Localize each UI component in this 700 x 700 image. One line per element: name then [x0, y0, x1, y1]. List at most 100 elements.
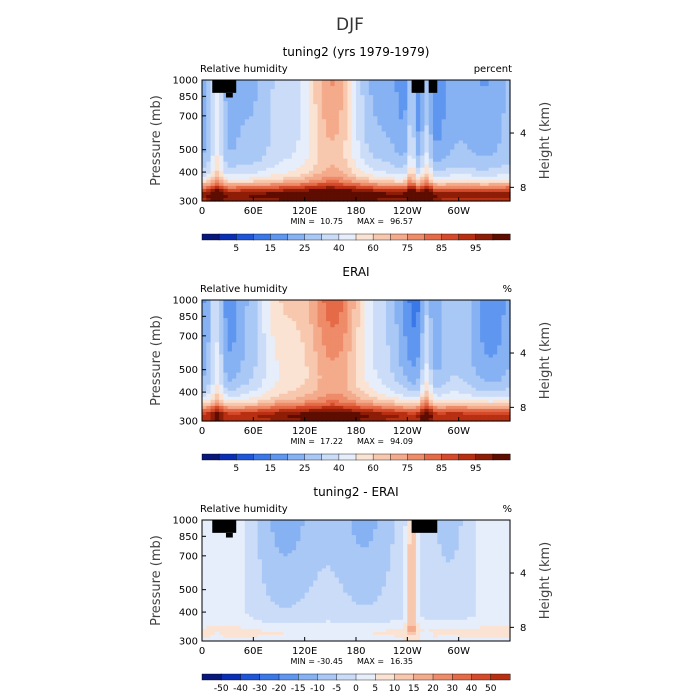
heatmap-cell: [240, 318, 246, 322]
heatmap-cell: [317, 113, 323, 117]
heatmap-cell: [488, 188, 494, 193]
heatmap-cell: [492, 92, 498, 96]
heatmap-cell: [270, 161, 276, 166]
heatmap-cell: [403, 351, 408, 356]
heatmap-cell: [390, 122, 396, 126]
heatmap-cell: [296, 140, 301, 145]
heatmap-cell: [223, 179, 229, 184]
heatmap-cell: [236, 339, 242, 343]
heatmap-cell: [236, 312, 242, 316]
heatmap-cell: [360, 98, 366, 102]
heatmap-cell: [377, 128, 383, 133]
heatmap-cell: [398, 167, 404, 172]
heatmap-cell: [202, 188, 207, 193]
heatmap-cell: [214, 188, 220, 193]
heatmap-cell: [347, 98, 353, 102]
heatmap-cell: [291, 152, 297, 157]
heatmap-cell: [445, 324, 451, 328]
heatmap-cell: [373, 354, 378, 359]
heatmap-cell: [244, 309, 250, 313]
heatmap-cell: [398, 321, 404, 325]
heatmap-cell: [283, 125, 289, 130]
heatmap-cell: [471, 167, 477, 172]
heatmap-cell: [343, 80, 349, 84]
heatmap-cell: [398, 86, 404, 90]
heatmap-cell: [390, 101, 396, 105]
heatmap-cell: [471, 303, 477, 307]
heatmap-cell: [334, 152, 340, 157]
heatmap-cell: [326, 113, 331, 117]
heatmap-cell: [296, 128, 301, 133]
heatmap-cell: [326, 167, 331, 172]
heatmap-cell: [206, 176, 212, 181]
heatmap-cell: [390, 321, 396, 325]
heatmap-cell: [266, 357, 272, 362]
heatmap-cell: [214, 149, 220, 154]
heatmap-cell: [450, 83, 455, 87]
heatmap-cell: [445, 95, 451, 99]
heatmap-cell: [492, 167, 498, 172]
heatmap-cell: [274, 185, 280, 190]
heatmap-cell: [343, 155, 349, 160]
heatmap-cell: [317, 300, 323, 304]
heatmap-cell: [291, 179, 297, 184]
heatmap-cell: [206, 327, 212, 331]
heatmap-cell: [300, 119, 306, 123]
heatmap-cell: [266, 104, 272, 108]
heatmap-cell: [338, 104, 344, 108]
heatmap-cell: [364, 95, 370, 99]
heatmap-cell: [505, 348, 511, 353]
x-tick-label: 60W: [447, 206, 470, 217]
heatmap-cell: [484, 197, 490, 202]
heatmap-cell: [407, 345, 413, 349]
heatmap-cell: [433, 318, 438, 322]
heatmap-cell: [428, 131, 434, 136]
heatmap-cell: [287, 161, 293, 166]
panel-title: ERAI: [342, 265, 369, 279]
heatmap-cell: [334, 113, 340, 117]
heatmap-cell: [334, 333, 340, 337]
heatmap-cell: [488, 149, 494, 154]
heatmap-cell: [240, 107, 246, 111]
heatmap-cell: [279, 176, 284, 181]
heatmap-cell: [308, 318, 314, 322]
heatmap-cell: [236, 128, 242, 133]
heatmap-cell: [338, 149, 344, 154]
heatmap-cell: [364, 330, 370, 334]
heatmap-cell: [313, 155, 319, 160]
heatmap-cell: [450, 131, 455, 136]
heatmap-cell: [338, 113, 344, 117]
heatmap-cell: [505, 327, 511, 331]
heatmap-cell: [253, 134, 259, 139]
heatmap-cell: [326, 342, 331, 346]
heatmap-cell: [300, 309, 306, 313]
heatmap-cell: [244, 110, 250, 114]
heatmap-cell: [334, 312, 340, 316]
heatmap-cell: [497, 143, 503, 148]
heatmap-cell: [206, 140, 212, 145]
heatmap-cell: [236, 149, 242, 154]
heatmap-cell: [368, 345, 374, 349]
heatmap-cell: [304, 327, 310, 331]
heatmap-cell: [249, 318, 254, 322]
heatmap-cell: [360, 188, 366, 193]
heatmap-cell: [300, 152, 306, 157]
heatmap-cell: [484, 86, 490, 90]
heatmap-cell: [390, 182, 396, 187]
heatmap-cell: [300, 330, 306, 334]
heatmap-cell: [433, 128, 438, 133]
heatmap-cell: [338, 354, 344, 359]
heatmap-cell: [368, 303, 374, 307]
heatmap-cell: [304, 119, 310, 123]
heatmap-cell: [484, 324, 490, 328]
heatmap-cell: [219, 327, 224, 331]
heatmap-cell: [321, 197, 327, 202]
heatmap-cell: [206, 342, 212, 346]
heatmap-cell: [347, 330, 353, 334]
heatmap-cell: [441, 315, 447, 319]
heatmap-cell: [385, 128, 391, 133]
heatmap-cell: [462, 128, 468, 133]
heatmap-cell: [394, 89, 400, 93]
heatmap-cell: [300, 161, 306, 166]
heatmap-cell: [202, 318, 207, 322]
